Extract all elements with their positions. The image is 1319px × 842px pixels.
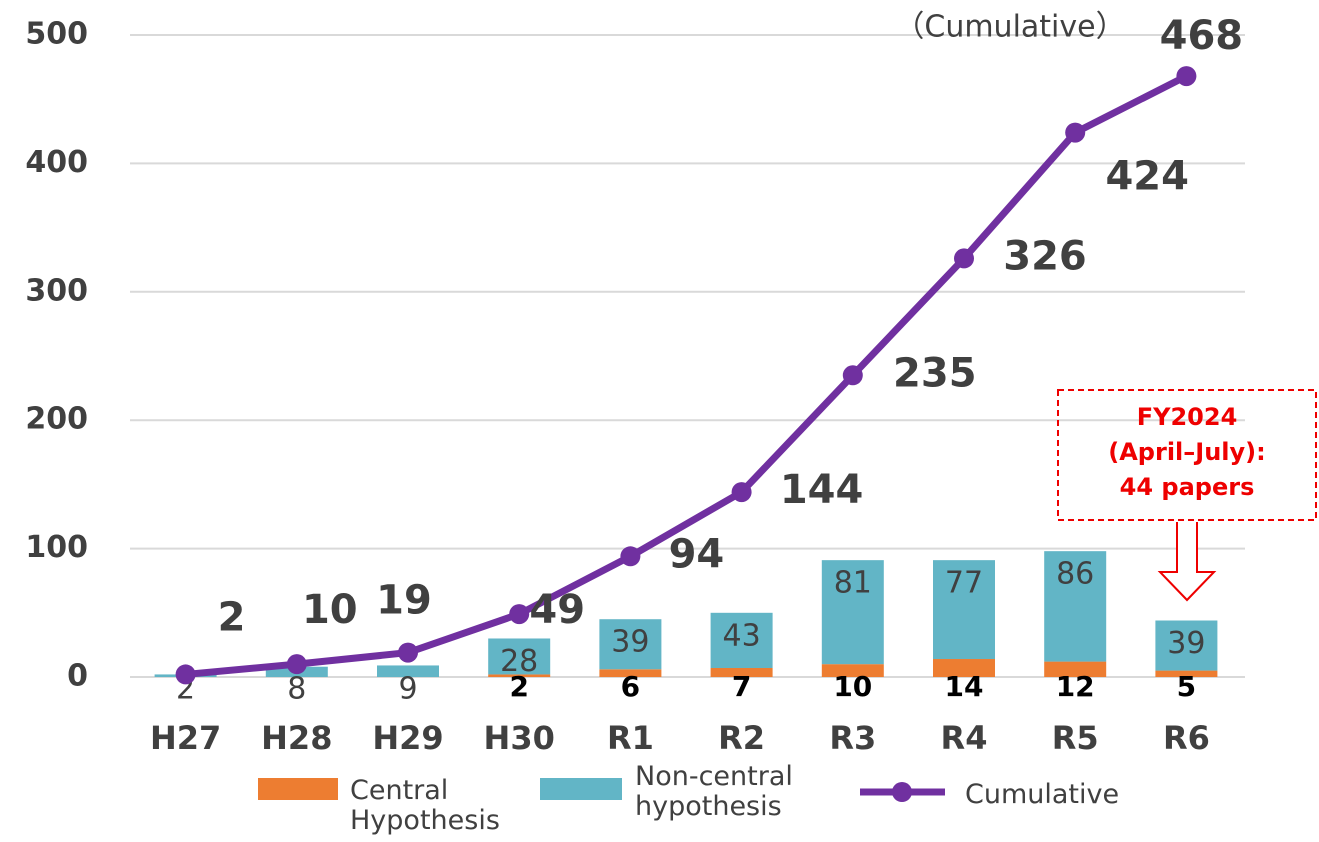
bar	[933, 659, 995, 677]
line-marker	[509, 604, 530, 625]
annotation: (April–July):	[1108, 438, 1265, 466]
bar	[488, 674, 551, 677]
x-tick-label: R1	[607, 719, 654, 757]
annotation: FY2024	[1137, 403, 1238, 431]
bar	[377, 665, 439, 677]
bar	[933, 560, 995, 660]
bar	[821, 664, 884, 677]
legend-swatch	[540, 778, 622, 800]
x-tick-label: R6	[1163, 719, 1210, 757]
y-tick-label: 100	[25, 530, 88, 565]
bar	[1155, 670, 1218, 677]
data-label: 235	[893, 350, 977, 396]
x-tick-label: R5	[1052, 719, 1099, 757]
x-tick-label: H28	[261, 719, 332, 757]
data-label: 39	[611, 625, 649, 660]
data-label: 144	[780, 467, 864, 513]
bar	[1155, 620, 1218, 671]
data-label: 94	[669, 531, 725, 577]
data-label: 2	[218, 594, 246, 640]
x-tick-label: H27	[150, 719, 221, 757]
bar	[710, 668, 773, 677]
annotation: （Cumulative）	[894, 10, 1125, 45]
data-label: 468	[1160, 13, 1244, 59]
bar	[599, 619, 662, 670]
data-label: 12	[1056, 670, 1095, 703]
annotation-box	[1057, 389, 1317, 521]
data-label: 43	[723, 618, 761, 653]
annotation: 44 papers	[1120, 473, 1255, 501]
bar	[488, 638, 551, 675]
legend-swatch	[892, 782, 912, 802]
data-label: 8	[287, 672, 306, 707]
data-label: 7	[732, 670, 751, 703]
line-marker	[620, 546, 641, 567]
legend-swatch	[258, 778, 338, 800]
data-label: 39	[1167, 626, 1205, 661]
data-label: 49	[529, 587, 585, 633]
data-label: 81	[834, 566, 872, 601]
bar	[1044, 661, 1107, 677]
x-tick-label: R4	[941, 719, 988, 757]
y-tick-label: 500	[25, 17, 88, 52]
data-label: 326	[1003, 233, 1087, 279]
data-label: 28	[500, 644, 538, 679]
legend-label: Central Hypothesis	[350, 775, 500, 836]
legend-label: Non-central hypothesis	[635, 761, 793, 822]
line	[185, 72, 1188, 678]
data-label: 14	[945, 670, 984, 703]
x-tick-label: H29	[372, 719, 443, 757]
line-marker	[731, 482, 752, 503]
data-label: 2	[509, 670, 528, 703]
line-marker	[1176, 66, 1197, 87]
bar	[710, 612, 773, 669]
data-label: 5	[1177, 670, 1196, 703]
annotation-arrow	[1157, 522, 1217, 602]
line-marker	[286, 654, 307, 675]
line-marker	[1065, 122, 1086, 143]
line-marker	[954, 248, 974, 269]
line-marker	[398, 642, 418, 663]
data-label: 77	[945, 566, 983, 601]
x-tick-label: R2	[718, 719, 765, 757]
data-label: 424	[1105, 154, 1189, 200]
y-tick-label: 200	[25, 402, 88, 437]
y-tick-label: 400	[25, 145, 88, 180]
legend-label: Cumulative	[965, 779, 1120, 810]
x-tick-label: H30	[484, 719, 555, 757]
data-label: 6	[621, 670, 640, 703]
data-label: 19	[376, 578, 432, 624]
data-label: 10	[302, 587, 358, 633]
data-label: 9	[398, 672, 417, 707]
data-label: 10	[833, 670, 872, 703]
y-tick-label: 300	[25, 273, 88, 308]
data-label: 86	[1056, 557, 1094, 592]
bar	[599, 669, 662, 677]
line-marker	[175, 664, 196, 685]
bar	[821, 560, 884, 665]
x-tick-label: R3	[829, 719, 876, 757]
line-marker	[842, 365, 863, 386]
y-tick-label: 0	[67, 659, 88, 694]
bar	[1044, 551, 1107, 662]
